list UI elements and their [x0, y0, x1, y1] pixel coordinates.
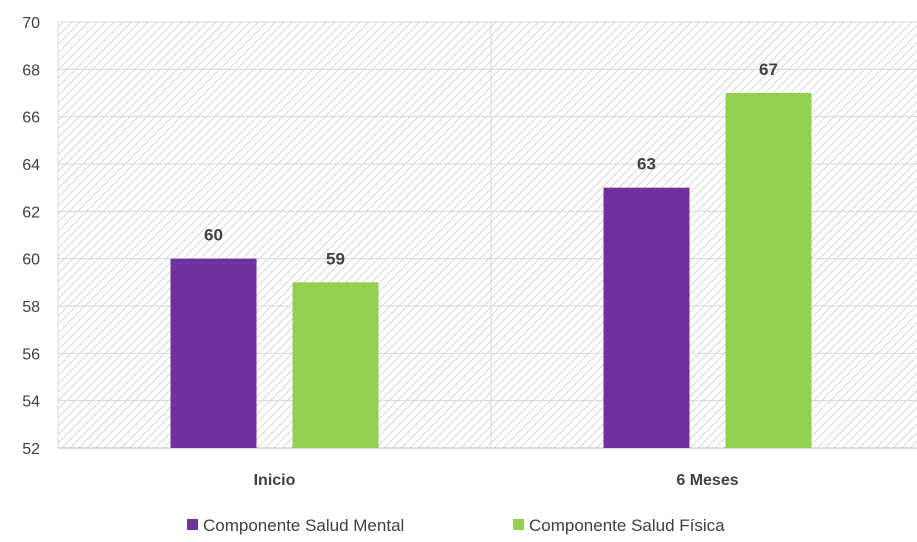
data-label: 60: [204, 226, 223, 245]
legend-swatch: [513, 519, 524, 530]
bar: [603, 187, 690, 448]
y-tick-label: 60: [22, 252, 40, 269]
y-axis-tick-labels: 52 54 56 58 60 62 64 66 68 70: [22, 15, 40, 458]
y-tick-label: 70: [22, 15, 40, 32]
y-tick-label: 68: [22, 62, 40, 79]
bars: [170, 93, 812, 448]
y-tick-label: 58: [22, 299, 40, 316]
y-tick-label: 56: [22, 346, 40, 363]
x-tick-label: Inicio: [254, 472, 296, 489]
bar: [725, 93, 812, 448]
x-tick-label: 6 Meses: [676, 472, 738, 489]
y-tick-label: 64: [22, 157, 40, 174]
bar: [292, 282, 379, 448]
legend-label: Componente Salud Mental: [203, 516, 404, 535]
legend: Componente Salud Mental Componente Salud …: [187, 516, 725, 535]
y-tick-label: 66: [22, 110, 40, 127]
data-label: 67: [759, 60, 778, 79]
bar: [170, 258, 257, 448]
data-label: 59: [326, 249, 345, 268]
legend-label: Componente Salud Física: [529, 516, 725, 535]
data-label: 63: [637, 155, 656, 174]
legend-swatch: [187, 519, 198, 530]
y-tick-label: 52: [22, 441, 40, 458]
y-tick-label: 54: [22, 394, 40, 411]
x-axis-tick-labels: Inicio 6 Meses: [254, 472, 739, 489]
data-labels: 60 59 63 67: [204, 60, 778, 268]
y-tick-label: 62: [22, 204, 40, 221]
